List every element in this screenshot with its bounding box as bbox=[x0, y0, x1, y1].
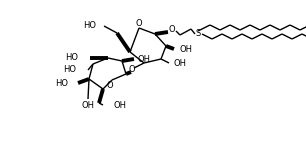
Text: O: O bbox=[107, 81, 113, 90]
Text: O: O bbox=[169, 25, 175, 34]
Text: HO: HO bbox=[55, 78, 68, 87]
Text: OH: OH bbox=[138, 54, 151, 63]
Text: HO: HO bbox=[65, 53, 78, 62]
Text: O: O bbox=[129, 66, 135, 74]
Text: OH: OH bbox=[113, 102, 126, 111]
Text: OH: OH bbox=[81, 100, 95, 110]
Text: S: S bbox=[195, 29, 201, 37]
Text: HO: HO bbox=[83, 21, 96, 29]
Text: OH: OH bbox=[180, 45, 193, 53]
Text: OH: OH bbox=[174, 58, 187, 67]
Text: O: O bbox=[136, 18, 142, 28]
Text: HO: HO bbox=[63, 66, 76, 74]
